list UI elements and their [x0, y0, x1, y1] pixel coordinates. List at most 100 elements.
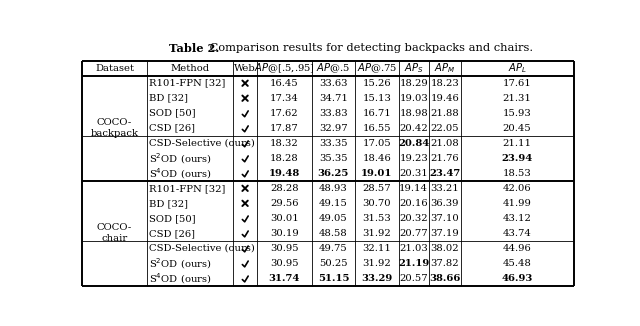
Text: 42.06: 42.06 — [503, 184, 531, 193]
Text: 18.53: 18.53 — [503, 169, 531, 178]
Text: 20.32: 20.32 — [399, 214, 428, 223]
Text: 18.46: 18.46 — [362, 154, 391, 163]
Text: 32.11: 32.11 — [362, 244, 391, 253]
Text: 19.23: 19.23 — [399, 154, 428, 163]
Text: 33.35: 33.35 — [319, 139, 348, 148]
Text: 35.35: 35.35 — [319, 154, 348, 163]
Text: S$^4$OD (ours): S$^4$OD (ours) — [149, 166, 212, 181]
Text: 19.48: 19.48 — [269, 169, 300, 178]
Text: 30.70: 30.70 — [362, 199, 391, 208]
Text: 20.42: 20.42 — [399, 124, 428, 133]
Text: 21.08: 21.08 — [430, 139, 459, 148]
Text: 20.84: 20.84 — [398, 139, 429, 148]
Text: Method: Method — [170, 64, 210, 73]
Text: 28.28: 28.28 — [270, 184, 298, 193]
Text: 21.03: 21.03 — [399, 244, 428, 253]
Text: 15.26: 15.26 — [362, 79, 391, 88]
Text: 37.10: 37.10 — [430, 214, 459, 223]
Text: 48.93: 48.93 — [319, 184, 348, 193]
Text: 36.25: 36.25 — [317, 169, 349, 178]
Text: S$^4$OD (ours): S$^4$OD (ours) — [149, 271, 212, 286]
Text: 32.97: 32.97 — [319, 124, 348, 133]
Text: 21.76: 21.76 — [430, 154, 459, 163]
Text: 41.99: 41.99 — [502, 199, 532, 208]
Text: $\mathit{AP}$@[.5,.95]: $\mathit{AP}$@[.5,.95] — [253, 62, 315, 75]
Text: 45.48: 45.48 — [502, 259, 532, 268]
Text: 20.45: 20.45 — [503, 124, 531, 133]
Text: 21.19: 21.19 — [398, 259, 429, 268]
Text: 31.92: 31.92 — [362, 229, 391, 238]
Text: 28.57: 28.57 — [362, 184, 391, 193]
Text: SOD [50]: SOD [50] — [149, 214, 196, 223]
Text: $\mathit{AP}$@.5: $\mathit{AP}$@.5 — [316, 62, 351, 75]
Text: 34.71: 34.71 — [319, 94, 348, 103]
Text: 30.95: 30.95 — [270, 244, 298, 253]
Text: BD [32]: BD [32] — [149, 199, 188, 208]
Text: 17.62: 17.62 — [270, 109, 298, 118]
Text: 30.95: 30.95 — [270, 259, 298, 268]
Text: Dataset: Dataset — [95, 64, 134, 73]
Text: 21.11: 21.11 — [502, 139, 532, 148]
Text: 48.58: 48.58 — [319, 229, 348, 238]
Text: 18.23: 18.23 — [430, 79, 459, 88]
Text: 23.47: 23.47 — [429, 169, 460, 178]
Text: 18.28: 18.28 — [270, 154, 299, 163]
Text: 51.15: 51.15 — [317, 274, 349, 283]
Text: 21.88: 21.88 — [430, 109, 459, 118]
Text: 43.74: 43.74 — [502, 229, 532, 238]
Text: Table 2.: Table 2. — [169, 43, 220, 54]
Text: 49.05: 49.05 — [319, 214, 348, 223]
Text: 16.55: 16.55 — [362, 124, 391, 133]
Text: 20.16: 20.16 — [399, 199, 428, 208]
Text: 20.77: 20.77 — [399, 229, 428, 238]
Text: COCO-
backpack: COCO- backpack — [90, 118, 138, 138]
Text: 33.83: 33.83 — [319, 109, 348, 118]
Text: CSD [26]: CSD [26] — [149, 229, 195, 238]
Text: SOD [50]: SOD [50] — [149, 109, 196, 118]
Text: 19.01: 19.01 — [361, 169, 392, 178]
Text: 18.29: 18.29 — [399, 79, 428, 88]
Text: $\mathit{AP}_L$: $\mathit{AP}_L$ — [508, 61, 527, 75]
Text: BD [32]: BD [32] — [149, 94, 188, 103]
Text: 15.13: 15.13 — [362, 94, 391, 103]
Text: 17.87: 17.87 — [270, 124, 299, 133]
Text: 19.14: 19.14 — [399, 184, 428, 193]
Text: Comparison results for detecting backpacks and chairs.: Comparison results for detecting backpac… — [206, 43, 534, 53]
Text: 33.29: 33.29 — [361, 274, 392, 283]
Text: S$^2$OD (ours): S$^2$OD (ours) — [149, 256, 212, 271]
Text: 16.45: 16.45 — [270, 79, 299, 88]
Text: 23.94: 23.94 — [502, 154, 532, 163]
Text: 36.39: 36.39 — [430, 199, 459, 208]
Text: S$^2$OD (ours): S$^2$OD (ours) — [149, 151, 212, 166]
Text: 43.12: 43.12 — [502, 214, 532, 223]
Text: 49.75: 49.75 — [319, 244, 348, 253]
Text: 20.57: 20.57 — [399, 274, 428, 283]
Text: 50.25: 50.25 — [319, 259, 348, 268]
Text: 49.15: 49.15 — [319, 199, 348, 208]
Text: 17.34: 17.34 — [270, 94, 299, 103]
Text: 17.05: 17.05 — [362, 139, 391, 148]
Text: 46.93: 46.93 — [501, 274, 532, 283]
Text: 15.93: 15.93 — [503, 109, 531, 118]
Text: 33.63: 33.63 — [319, 79, 348, 88]
Text: CSD-Selective (ours): CSD-Selective (ours) — [149, 139, 255, 148]
Text: 17.61: 17.61 — [503, 79, 531, 88]
Text: 16.71: 16.71 — [362, 109, 391, 118]
Text: $\mathit{AP}_M$: $\mathit{AP}_M$ — [434, 61, 455, 75]
Text: 21.31: 21.31 — [502, 94, 532, 103]
Text: 18.98: 18.98 — [399, 109, 428, 118]
Text: 38.02: 38.02 — [430, 244, 459, 253]
Text: 19.03: 19.03 — [399, 94, 428, 103]
Text: 31.53: 31.53 — [362, 214, 391, 223]
Text: 29.56: 29.56 — [270, 199, 298, 208]
Text: $\mathit{AP}$@.75: $\mathit{AP}$@.75 — [356, 62, 397, 75]
Text: 30.01: 30.01 — [270, 214, 299, 223]
Text: CSD-Selective (ours): CSD-Selective (ours) — [149, 244, 255, 253]
Text: 18.32: 18.32 — [270, 139, 299, 148]
Text: Table 2. Comparison results for detecting backpacks and chairs.: Table 2. Comparison results for detectin… — [141, 43, 515, 53]
Text: R101-FPN [32]: R101-FPN [32] — [149, 79, 225, 88]
Text: 37.82: 37.82 — [430, 259, 459, 268]
Text: 22.05: 22.05 — [430, 124, 459, 133]
Text: 37.19: 37.19 — [430, 229, 459, 238]
Text: 44.96: 44.96 — [503, 244, 531, 253]
